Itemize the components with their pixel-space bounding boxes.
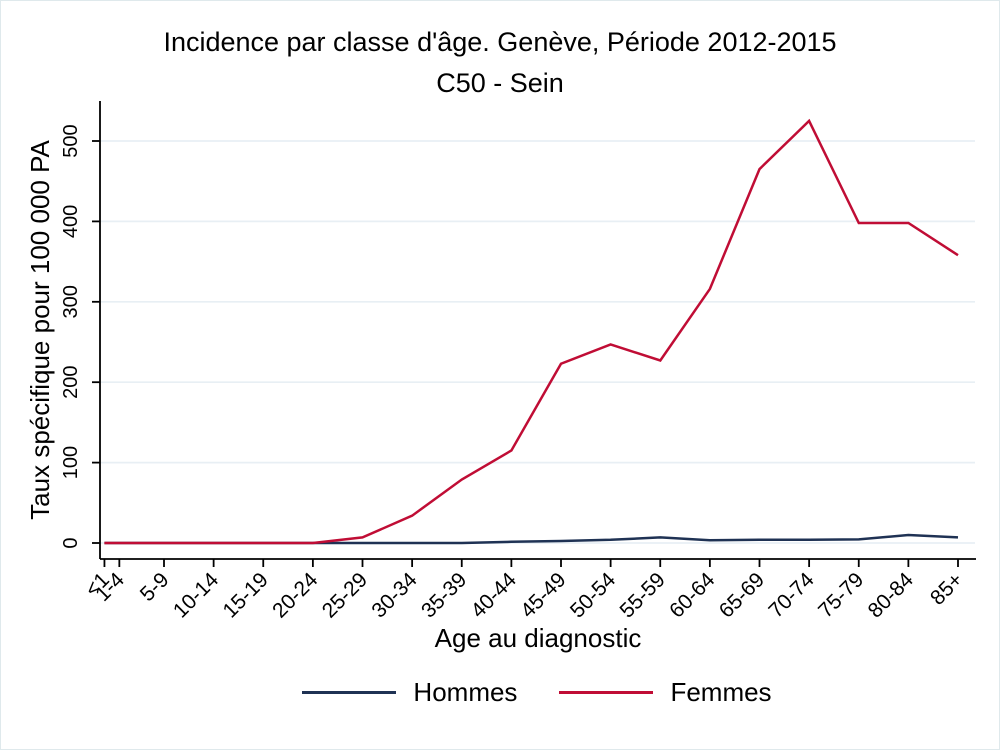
y-tick-label: 300 <box>60 285 82 318</box>
y-tick-label: 400 <box>60 205 82 238</box>
y-axis-title: Taux spécifique pour 100 000 PA <box>25 140 55 520</box>
x-tick-label: 55-59 <box>616 568 670 622</box>
chart-subtitle: C50 - Sein <box>436 68 564 98</box>
x-axis-title: Age au diagnostic <box>435 623 642 653</box>
x-tick-label: 5-9 <box>136 568 174 606</box>
x-tick-label: 45-49 <box>516 568 570 622</box>
legend-line-hommes <box>302 690 397 694</box>
x-tick-label: 30-34 <box>367 568 421 622</box>
x-tick-label: 65-69 <box>715 568 769 622</box>
x-tick-label: 20-24 <box>268 568 322 622</box>
legend-label: Hommes <box>413 676 518 707</box>
x-tick-label: 85+ <box>926 568 967 609</box>
series-line-femmes <box>104 118 959 545</box>
legend-item-hommes: Hommes <box>302 677 517 708</box>
y-tick-label: 500 <box>60 124 82 157</box>
legend: Hommes Femmes <box>73 673 999 711</box>
x-tick-label: 35-39 <box>417 568 471 622</box>
x-tick-label: 60-64 <box>665 568 719 622</box>
legend-item-femmes: Femmes <box>559 676 772 708</box>
chart-title: Incidence par classe d'âge. Genève, Péri… <box>163 27 837 57</box>
y-tick-label: 0 <box>60 537 82 548</box>
y-tick-label: 100 <box>60 446 82 479</box>
x-tick-label: 15-19 <box>219 568 273 622</box>
x-tick-label: 75-79 <box>814 568 868 622</box>
x-tick-label: 80-84 <box>864 568 918 622</box>
x-tick-label: 50-54 <box>566 568 620 622</box>
x-tick-label: 10-14 <box>169 568 223 622</box>
x-tick-label: 40-44 <box>467 568 521 622</box>
legend-label: Femmes <box>670 676 772 707</box>
x-tick-label: 25-29 <box>318 568 372 622</box>
y-tick-label: 200 <box>60 366 82 399</box>
x-tick-label: 70-74 <box>764 568 818 622</box>
legend-line-femmes <box>559 690 654 694</box>
